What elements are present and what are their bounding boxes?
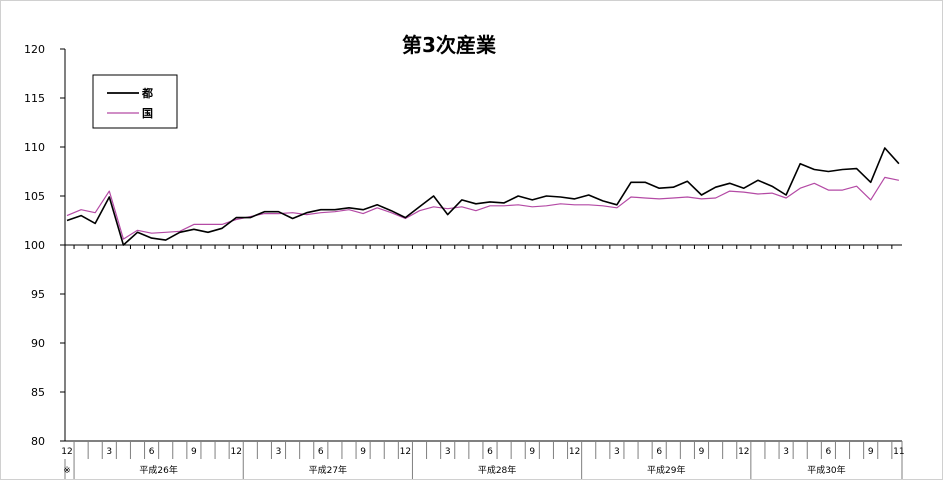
y-tick-label: 90 bbox=[31, 337, 45, 350]
x-tick-label: 6 bbox=[318, 447, 324, 457]
x-tick-label: 9 bbox=[191, 447, 197, 457]
axes bbox=[60, 48, 903, 479]
x-tick-label: 12 bbox=[61, 447, 72, 457]
x-tick-label: 3 bbox=[614, 447, 620, 457]
chart-title: 第3次産業 bbox=[402, 33, 497, 57]
x-tick-label: 9 bbox=[868, 447, 874, 457]
y-tick-label: 120 bbox=[24, 43, 45, 56]
y-tick-label: 105 bbox=[24, 190, 45, 203]
x-tick-label: 12 bbox=[569, 447, 580, 457]
legend-label: 都 bbox=[141, 86, 153, 100]
x-tick-label: 6 bbox=[487, 447, 493, 457]
x-tick-label: 9 bbox=[360, 447, 366, 457]
x-tick-label: 3 bbox=[783, 447, 789, 457]
x-tick-label: 12 bbox=[738, 447, 749, 457]
x-tick-label: 6 bbox=[656, 447, 662, 457]
legend: 都国 bbox=[92, 74, 178, 129]
series-line-国 bbox=[66, 176, 900, 240]
x-tick-label: 3 bbox=[445, 447, 451, 457]
y-tick-label: 95 bbox=[31, 288, 45, 301]
legend-label: 国 bbox=[142, 107, 153, 120]
x-tick-label: 12 bbox=[230, 447, 241, 457]
y-tick-label: 80 bbox=[31, 435, 45, 448]
series-layer bbox=[66, 147, 900, 246]
x-tick-label: 9 bbox=[529, 447, 535, 457]
x-tick-label: 11 bbox=[893, 447, 904, 457]
series-line-都 bbox=[66, 147, 900, 246]
y-tick-label: 100 bbox=[24, 239, 45, 252]
y-tick-label: 110 bbox=[24, 141, 45, 154]
x-tick-label: 6 bbox=[149, 447, 155, 457]
year-label: 平成29年 bbox=[647, 464, 685, 476]
y-tick-label: 115 bbox=[24, 92, 45, 105]
year-label: 平成30年 bbox=[807, 464, 845, 476]
year-label: 平成27年 bbox=[309, 464, 347, 476]
year-label: 平成26年 bbox=[139, 464, 177, 476]
x-tick-label: 9 bbox=[699, 447, 705, 457]
x-tick-label: 12 bbox=[400, 447, 411, 457]
y-tick-label: 85 bbox=[31, 386, 45, 399]
x-tick-label: 6 bbox=[826, 447, 832, 457]
y-axis-labels: 80 85 90 95 100 105 110 115 120 bbox=[24, 43, 45, 448]
x-tick-label: 3 bbox=[106, 447, 112, 457]
legend-box bbox=[92, 74, 178, 129]
x-axis-labels: 12 3 6 9 12 3 6 9 12 3 6 9 12 3 6 9 12 3 6 9 11 ※ 平成26年 平成27年 平成… bbox=[61, 447, 904, 476]
x-tick-label: 3 bbox=[276, 447, 282, 457]
year-label: 平成28年 bbox=[478, 464, 516, 476]
first-month-mark: ※ bbox=[63, 466, 71, 476]
